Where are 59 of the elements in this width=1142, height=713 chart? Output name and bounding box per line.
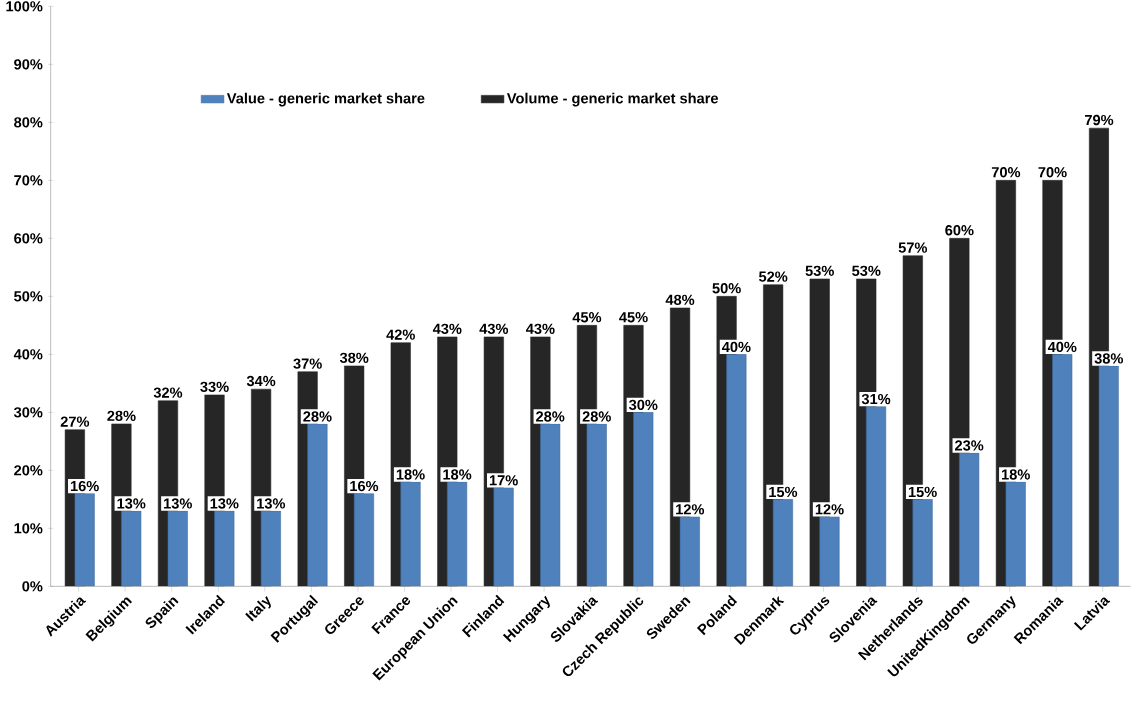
legend-label: Value - generic market share [226, 92, 425, 107]
data-label: 52% [758, 271, 788, 282]
data-label: 53% [852, 265, 881, 276]
data-label: 23% [955, 440, 984, 451]
data-label: 70% [991, 167, 1021, 178]
y-tick-label: 30% [13, 407, 43, 418]
data-label: 42% [386, 329, 415, 340]
legend-label: Volume - generic market share [506, 92, 719, 107]
data-label: 50% [712, 283, 741, 294]
data-label: 45% [619, 312, 648, 323]
data-label: 37% [293, 358, 322, 369]
data-label: 28% [303, 411, 332, 422]
data-label: 34% [246, 375, 276, 387]
data-label: 12% [676, 504, 705, 515]
data-label: 45% [572, 312, 602, 323]
data-label: 33% [200, 381, 229, 392]
y-tick-label: 60% [14, 233, 43, 244]
data-label: 18% [1001, 469, 1030, 480]
data-label: 30% [628, 399, 658, 411]
data-label: 40% [1047, 341, 1077, 353]
data-label: 43% [479, 323, 509, 334]
data-label: 16% [70, 480, 99, 492]
y-tick-label: 0% [22, 581, 43, 592]
data-label: 18% [443, 469, 472, 480]
data-label: 28% [582, 411, 611, 422]
data-label: 17% [489, 475, 518, 486]
y-tick-label: 70% [14, 175, 43, 186]
data-label: 13% [210, 498, 239, 509]
data-label: 70% [1038, 167, 1067, 178]
data-label: 18% [396, 469, 425, 480]
data-label: 79% [1085, 114, 1114, 126]
y-tick-label: 80% [14, 117, 43, 128]
data-label: 57% [898, 242, 928, 253]
data-label: 32% [153, 387, 183, 398]
data-label: 12% [815, 504, 844, 515]
data-label: 43% [432, 323, 462, 334]
data-label: 28% [536, 411, 565, 422]
data-label: 15% [769, 486, 798, 498]
data-label: 28% [107, 410, 136, 421]
data-label: 27% [60, 416, 90, 427]
y-tick-label: 40% [13, 349, 43, 360]
data-label: 13% [117, 498, 146, 509]
data-label: 53% [805, 265, 834, 276]
data-label: 13% [257, 498, 286, 509]
data-label: 15% [908, 486, 937, 498]
data-label: 60% [945, 225, 974, 236]
y-tick-label: 10% [14, 523, 43, 534]
data-label: 48% [665, 294, 695, 305]
data-label: 38% [1094, 353, 1124, 364]
data-label: 16% [350, 480, 379, 492]
data-label: 13% [164, 498, 192, 509]
y-tick-label: 100% [6, 1, 43, 12]
y-tick-label: 90% [14, 59, 43, 70]
data-label: 43% [526, 323, 555, 334]
y-tick-label: 50% [14, 291, 43, 302]
data-label: 31% [861, 393, 891, 405]
data-label: 38% [339, 352, 369, 363]
y-tick-label: 20% [14, 465, 43, 476]
data-label: 40% [721, 341, 751, 353]
